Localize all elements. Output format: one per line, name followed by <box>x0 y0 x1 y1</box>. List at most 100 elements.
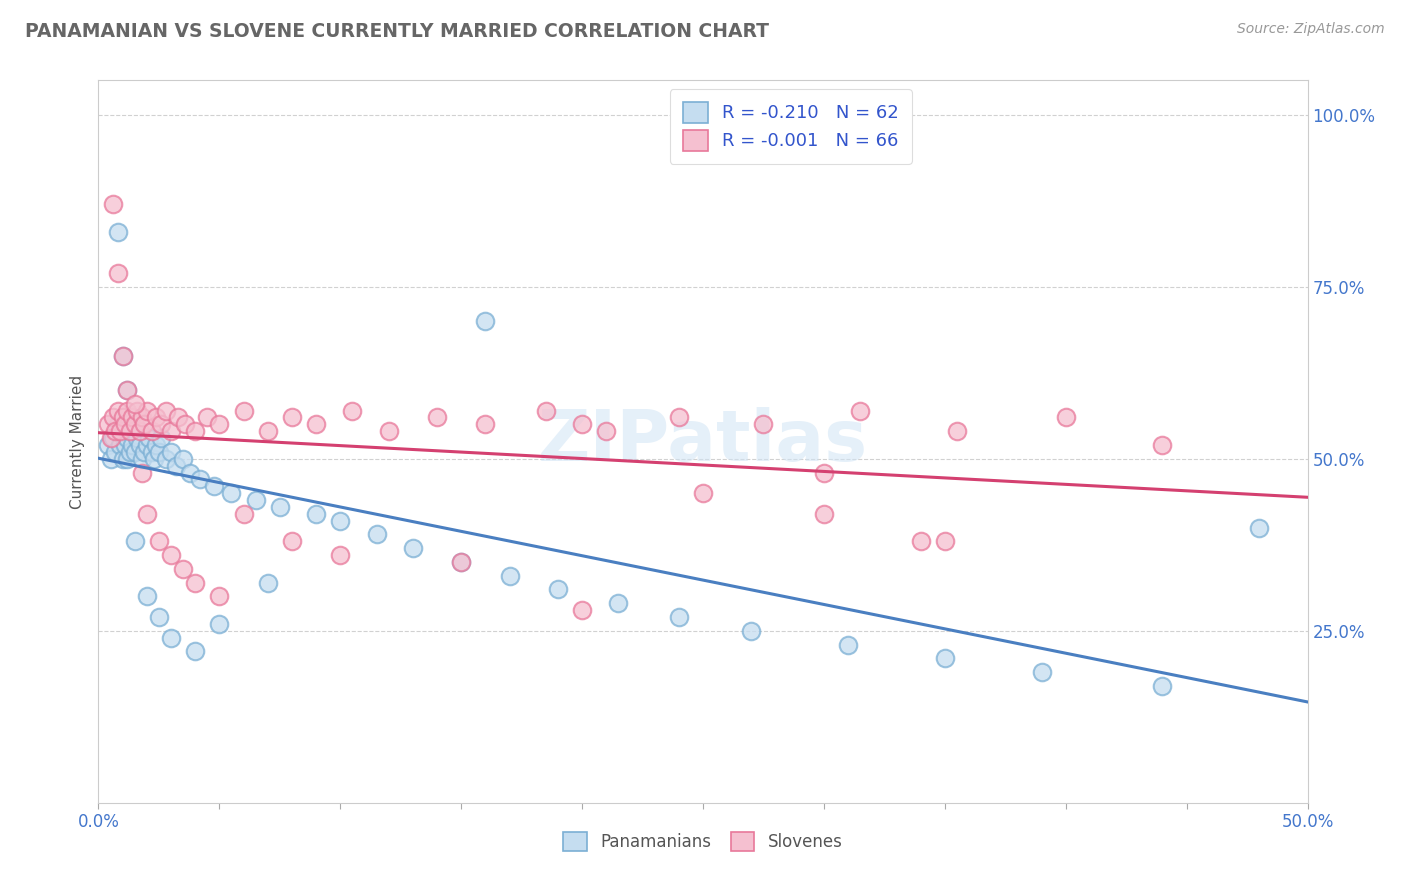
Point <box>256 575 278 590</box>
Point <box>128 424 150 438</box>
Y-axis label: Currently Married: Currently Married <box>70 375 86 508</box>
Point <box>221 486 243 500</box>
Point <box>752 417 775 432</box>
Point <box>111 424 134 438</box>
Point <box>101 410 124 425</box>
Point <box>813 507 835 521</box>
Point <box>134 445 156 459</box>
Point <box>1054 410 1077 425</box>
Point <box>104 424 127 438</box>
Text: PANAMANIAN VS SLOVENE CURRENTLY MARRIED CORRELATION CHART: PANAMANIAN VS SLOVENE CURRENTLY MARRIED … <box>25 22 769 41</box>
Point <box>188 472 211 486</box>
Point <box>172 562 194 576</box>
Point <box>145 410 167 425</box>
Point <box>184 644 207 658</box>
Point <box>450 555 472 569</box>
Point <box>692 486 714 500</box>
Point <box>135 590 157 604</box>
Point <box>668 610 690 624</box>
Point <box>426 410 449 425</box>
Point <box>127 403 149 417</box>
Point <box>141 424 163 438</box>
Point <box>571 603 593 617</box>
Point <box>101 197 124 211</box>
Point <box>150 417 173 432</box>
Point <box>245 493 267 508</box>
Point <box>547 582 569 597</box>
Point <box>124 445 146 459</box>
Point <box>114 417 136 432</box>
Point <box>668 410 690 425</box>
Point <box>910 534 932 549</box>
Point <box>114 438 136 452</box>
Point <box>934 651 956 665</box>
Point <box>104 445 127 459</box>
Point <box>143 451 166 466</box>
Point <box>195 410 218 425</box>
Point <box>128 438 150 452</box>
Point <box>117 403 139 417</box>
Point <box>160 631 183 645</box>
Point <box>97 438 120 452</box>
Point <box>124 397 146 411</box>
Point <box>208 417 231 432</box>
Point <box>124 417 146 432</box>
Point <box>111 451 134 466</box>
Point <box>1152 679 1174 693</box>
Point <box>118 445 141 459</box>
Point <box>849 403 872 417</box>
Point <box>179 466 201 480</box>
Point <box>167 410 190 425</box>
Point <box>134 417 156 432</box>
Point <box>256 424 278 438</box>
Point <box>107 417 129 432</box>
Point <box>305 507 328 521</box>
Point <box>138 431 160 445</box>
Point <box>148 534 170 549</box>
Legend: Panamanians, Slovenes: Panamanians, Slovenes <box>555 823 851 860</box>
Point <box>184 575 207 590</box>
Point <box>135 403 157 417</box>
Point <box>329 514 352 528</box>
Point <box>232 507 254 521</box>
Point <box>607 596 630 610</box>
Point <box>402 541 425 556</box>
Point <box>204 479 226 493</box>
Text: ZIPatlas: ZIPatlas <box>538 407 868 476</box>
Point <box>172 451 194 466</box>
Point <box>118 424 141 438</box>
Point <box>946 424 969 438</box>
Point <box>740 624 762 638</box>
Point <box>135 438 157 452</box>
Point <box>813 466 835 480</box>
Point <box>165 458 187 473</box>
Point <box>160 424 183 438</box>
Point <box>450 555 472 569</box>
Point <box>148 610 170 624</box>
Point <box>107 266 129 280</box>
Point <box>117 383 139 397</box>
Point <box>1031 665 1053 679</box>
Point <box>100 431 122 445</box>
Point <box>127 431 149 445</box>
Point <box>118 424 141 438</box>
Point <box>377 424 399 438</box>
Point <box>474 417 496 432</box>
Point <box>474 314 496 328</box>
Point <box>160 445 183 459</box>
Point <box>124 534 146 549</box>
Point <box>111 349 134 363</box>
Point <box>97 417 120 432</box>
Point <box>281 410 304 425</box>
Point <box>111 349 134 363</box>
Point <box>174 417 197 432</box>
Point <box>117 451 139 466</box>
Point <box>100 451 122 466</box>
Point <box>837 638 859 652</box>
Point <box>208 616 231 631</box>
Point <box>498 568 520 582</box>
Point <box>108 438 131 452</box>
Point <box>135 507 157 521</box>
Point <box>101 431 124 445</box>
Point <box>121 438 143 452</box>
